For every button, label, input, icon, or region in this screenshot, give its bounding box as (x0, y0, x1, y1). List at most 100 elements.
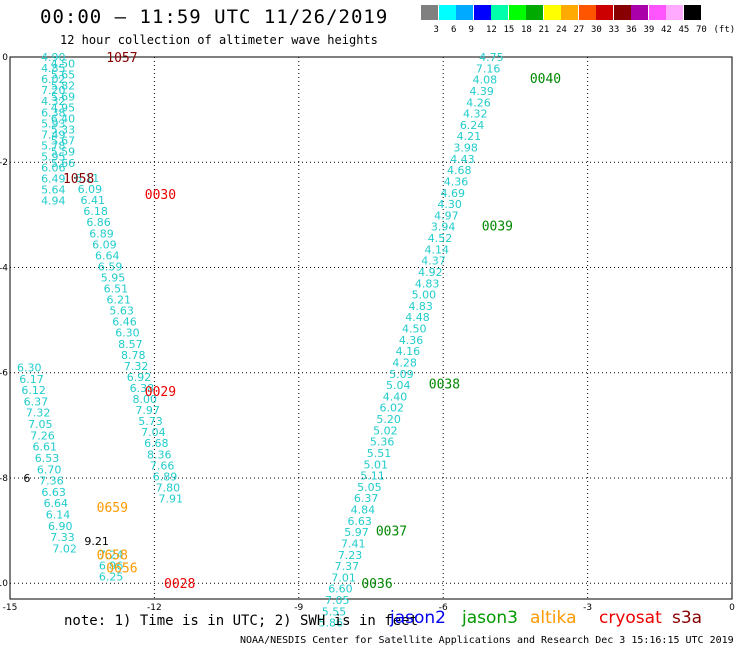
wave-height-value: 6.68 (144, 437, 169, 450)
wave-height-value: 6.14 (46, 509, 71, 522)
wave-height-value: 5.05 (357, 481, 382, 494)
wave-height-value: 6.37 (354, 492, 379, 505)
colorbar-swatch (578, 5, 596, 20)
wave-height-value: 6.40 (51, 113, 76, 126)
wave-height-value: 6.11 (75, 172, 100, 185)
wave-height-value: 6.63 (41, 486, 66, 499)
wave-height-value: 4.08 (473, 74, 498, 87)
wave-height-value: 4.39 (469, 85, 494, 98)
colorbar-label: 18 (521, 25, 532, 35)
wave-height-value: 6.51 (104, 283, 129, 296)
wave-height-value: 7.32 (124, 360, 149, 373)
wave-height-value: 4.28 (392, 356, 417, 369)
colorbar-label: 12 (486, 25, 497, 35)
wave-height-value: 4.83 (415, 277, 440, 290)
wave-height-value: 6.64 (44, 497, 69, 510)
wave-height-value: 5.66 (51, 157, 76, 170)
wave-height-value: 7.80 (156, 481, 181, 494)
colorbar-swatch (438, 5, 456, 20)
wave-height-value: 6.18 (83, 205, 108, 218)
wave-height-value: 4.48 (405, 311, 430, 324)
wave-height-value: 6.09 (92, 238, 117, 251)
wave-height-value: 7.26 (30, 429, 55, 442)
wave-height-value: 4.90 (41, 51, 66, 64)
wave-height-value: 6.25 (99, 570, 124, 583)
colorbar-label: 3 (433, 25, 439, 35)
wave-height-value: 3.94 (431, 221, 456, 234)
pass-time-label: 0039 (482, 219, 513, 234)
wave-height-value: 6.90 (48, 520, 73, 533)
wave-height-value: 9.21 (84, 535, 109, 548)
wave-height-value: 6.41 (81, 194, 106, 207)
wave-height-value: 4.32 (463, 108, 488, 121)
wave-height-value: 6.06 (41, 162, 66, 175)
y-tick-label: -8 (0, 474, 8, 484)
wave-height-value: 5.51 (367, 447, 392, 460)
y-tick-label: -6 (0, 369, 8, 379)
wave-height-value: 4.85 (41, 62, 66, 75)
wave-height-value: 7.32 (26, 407, 51, 420)
wave-height-value: 6.59 (98, 260, 123, 273)
wave-height-value: 5.00 (412, 289, 437, 302)
chart-title: 00:00 – 11:59 UTC 11/26/2019 (40, 6, 389, 28)
wave-height-value: 5.69 (51, 90, 76, 103)
legend-altika: altika (530, 608, 577, 628)
wave-height-value: 5.95 (101, 271, 126, 284)
wave-height-value: 6 (23, 472, 30, 485)
wave-height-value: 7.23 (338, 549, 363, 562)
legend-jason3: jason3 (462, 608, 518, 628)
credit-line: NOAA/NESDIS Center for Satellite Applica… (240, 635, 734, 646)
colorbar-swatch (613, 5, 631, 20)
wave-height-value: 5.93 (41, 117, 66, 130)
colorbar-swatch (683, 5, 701, 20)
x-tick-label: -12 (147, 603, 162, 613)
colorbar-label: 70 (696, 25, 707, 35)
wave-height-value: 7.66 (150, 459, 175, 472)
wave-height-value: 4.36 (399, 334, 424, 347)
wave-height-value: 5.59 (51, 146, 76, 159)
wave-height-value: 7.16 (476, 62, 501, 75)
pass-time-label: 0037 (376, 525, 407, 540)
colorbar-swatch (561, 5, 578, 20)
wave-height-value: 6.70 (37, 463, 62, 476)
pass-time-label: 0029 (145, 385, 176, 400)
y-tick-label: -2 (0, 158, 8, 168)
pass-time-label: 1058 (63, 172, 94, 187)
colorbar-label: 6 (451, 25, 457, 35)
y-tick-label: -10 (0, 579, 8, 589)
wave-height-value: 5.01 (364, 458, 389, 471)
wave-height-value: 4.30 (437, 198, 462, 211)
wave-height-value: 4.43 (450, 153, 475, 166)
wave-height-value: 4.83 (408, 300, 433, 313)
colorbar-swatch (508, 5, 526, 20)
pass-time-label: 0656 (106, 561, 137, 576)
wave-height-value: 6.24 (460, 119, 485, 132)
colorbar-swatch (491, 5, 508, 20)
colorbar-label: 27 (573, 25, 585, 35)
wave-height-value: 4.97 (434, 209, 459, 222)
wave-height-value: 7.24 (99, 548, 124, 561)
wave-height-value: 6.17 (19, 373, 44, 386)
wave-height-value: 4.94 (41, 195, 66, 208)
wave-height-value: 6.96 (99, 559, 124, 572)
wave-height-value: 7.36 (39, 475, 64, 488)
wave-height-value: 6.38 (41, 106, 66, 119)
wave-height-value: 4.84 (351, 504, 376, 517)
wave-height-value: 6.64 (95, 249, 120, 262)
legend-s3a: s3a (672, 608, 703, 628)
x-tick-label: -9 (294, 603, 303, 613)
wave-height-value: 5.63 (109, 305, 134, 318)
wave-height-value: 5.36 (370, 436, 395, 449)
colorbar-label: 9 (468, 25, 474, 35)
wave-height-value: 7.05 (28, 418, 53, 431)
wave-height-value: 5.64 (41, 184, 66, 197)
wave-height-value: 4.52 (428, 232, 453, 245)
colorbar-label: 36 (626, 25, 637, 35)
colorbar-swatch (526, 5, 543, 20)
wave-height-value: 5.33 (51, 124, 76, 137)
colorbar-swatch (631, 5, 648, 20)
wave-height-value: 7.91 (159, 492, 184, 505)
wave-height-value: 7.20 (41, 84, 66, 97)
colorbar-label: 15 (503, 25, 515, 35)
